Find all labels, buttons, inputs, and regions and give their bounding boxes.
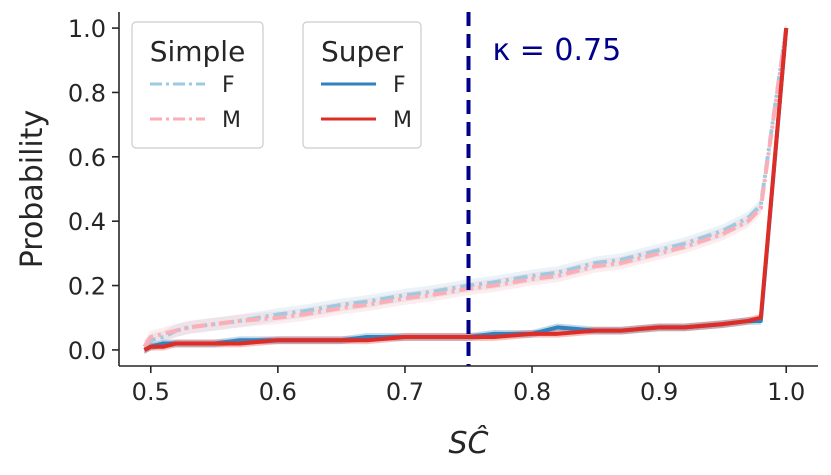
legend-simple: Simple FM bbox=[131, 21, 264, 149]
legend-title: Super bbox=[321, 35, 404, 68]
legend-super: Super FM bbox=[302, 21, 422, 149]
x-tick-label: 0.6 bbox=[259, 378, 297, 406]
y-tick-label: 0.6 bbox=[68, 144, 106, 172]
y-tick-label: 1.0 bbox=[68, 15, 106, 43]
legend-label: F bbox=[222, 73, 235, 98]
x-tick-label: 1.0 bbox=[767, 378, 805, 406]
y-tick-label: 0.4 bbox=[68, 208, 106, 236]
y-axis-label: Probability bbox=[15, 110, 50, 269]
band-super-f bbox=[144, 24, 787, 354]
threshold-annotation: κ = 0.75 bbox=[493, 33, 622, 68]
series-lines bbox=[142, 27, 789, 352]
x-ticks: 0.5 0.6 0.7 0.8 0.9 1.0 bbox=[132, 366, 805, 406]
line-simple-f bbox=[142, 27, 789, 349]
y-ticks: 0.0 0.2 0.4 0.6 0.8 1.0 bbox=[68, 15, 119, 365]
x-tick-label: 0.8 bbox=[513, 378, 551, 406]
legend-label: M bbox=[222, 108, 241, 133]
y-tick-label: 0.8 bbox=[68, 79, 106, 107]
legend-label: M bbox=[393, 108, 412, 133]
y-tick-label: 0.2 bbox=[68, 273, 106, 301]
x-tick-label: 0.9 bbox=[640, 378, 678, 406]
line-super-m bbox=[143, 27, 789, 352]
y-tick-label: 0.0 bbox=[68, 337, 106, 365]
x-tick-label: 0.5 bbox=[132, 378, 170, 406]
legend-title: Simple bbox=[150, 35, 246, 68]
x-axis-label: SĈ bbox=[449, 424, 489, 461]
legend-label: F bbox=[393, 73, 406, 98]
x-tick-label: 0.7 bbox=[386, 378, 424, 406]
band-super-m bbox=[144, 24, 787, 354]
line-simple-m bbox=[142, 27, 789, 348]
